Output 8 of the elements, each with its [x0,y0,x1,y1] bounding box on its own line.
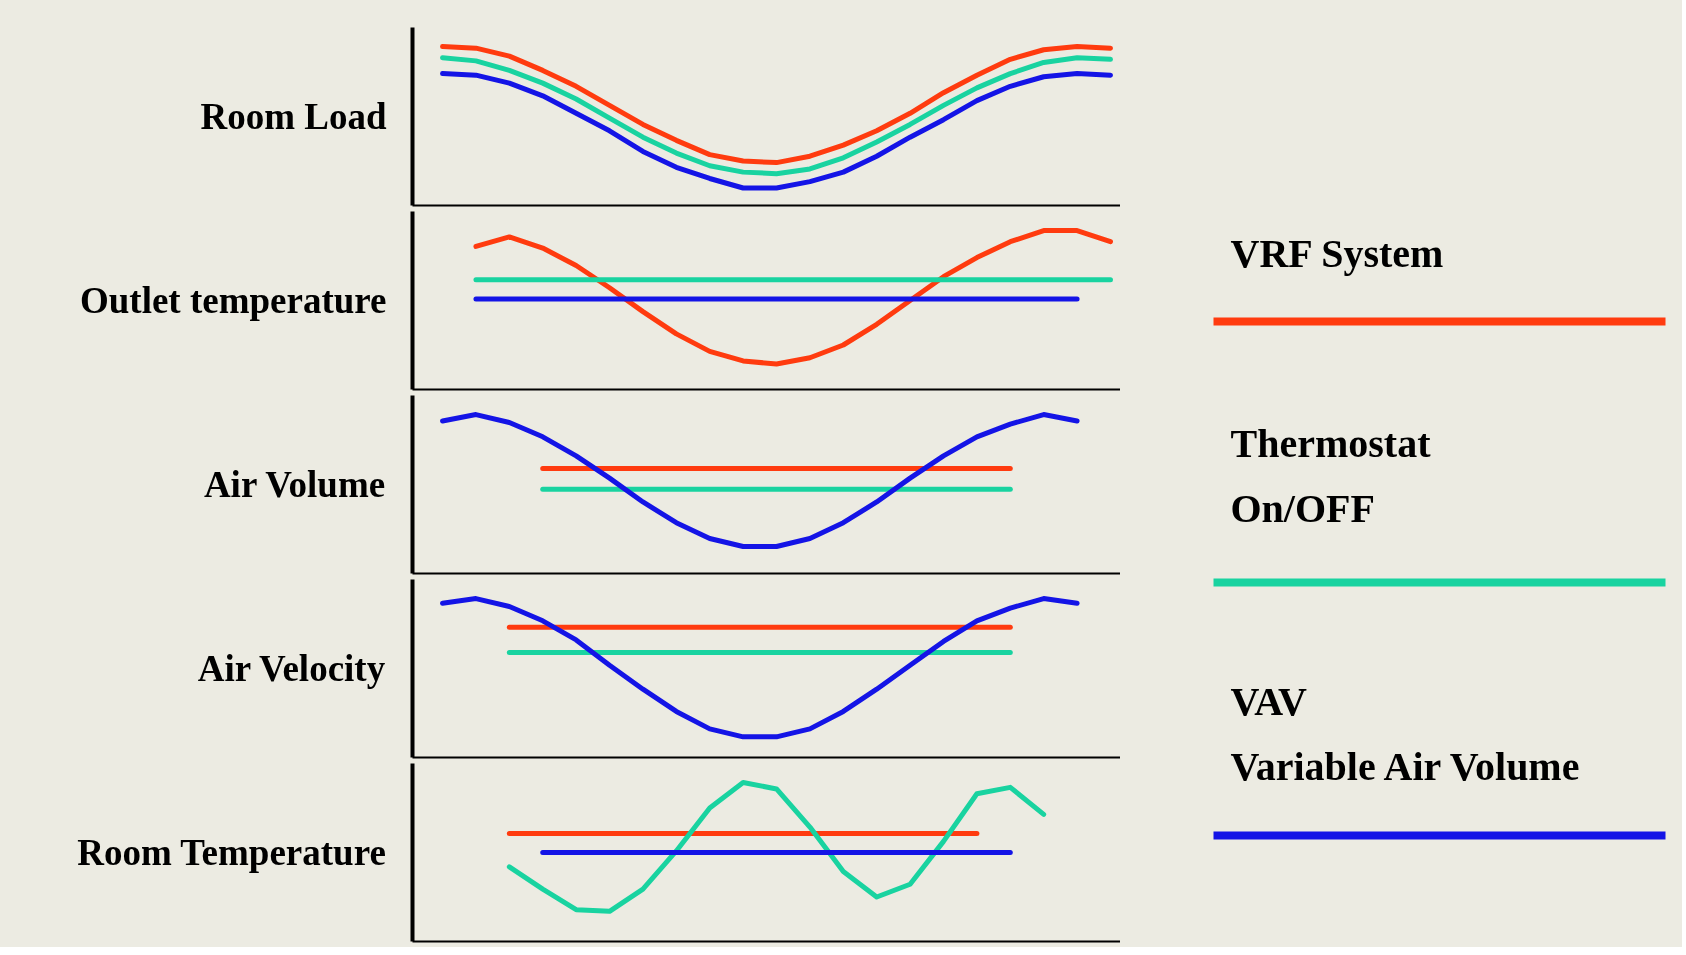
y-axis-title: Air Volume [203,464,386,505]
text: VRF System [1230,230,1444,276]
y-axis-title: Room Temperature [77,832,386,873]
text: Thermostat On/OFF [1230,420,1432,531]
y-axis-title: Room Load [200,96,387,137]
y-axis-title: Air Velocity [197,648,386,689]
text: VAV Variable Air Volume [1230,678,1580,789]
y-axis-title: Outlet temperature [79,280,387,321]
